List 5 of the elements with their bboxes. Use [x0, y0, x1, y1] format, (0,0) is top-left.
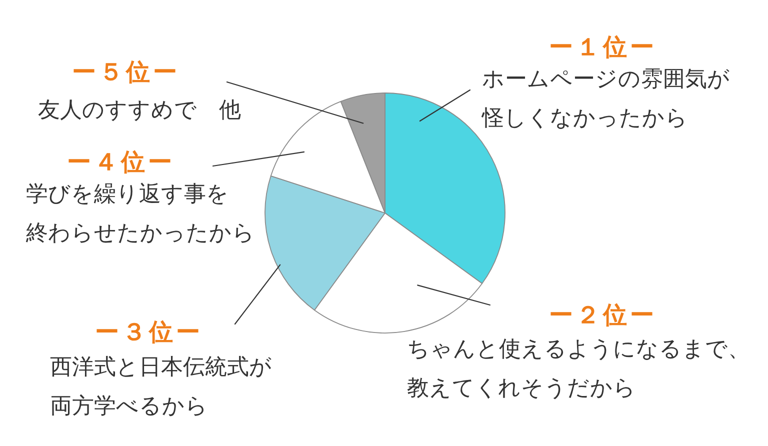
annotation: ー１位ー — [549, 33, 657, 61]
annotation: ー４位ー — [67, 148, 175, 176]
annotation: ー５位ー — [72, 58, 180, 86]
annotation: ー３位ー — [95, 318, 203, 346]
annotation: ー２位ー — [549, 301, 657, 329]
